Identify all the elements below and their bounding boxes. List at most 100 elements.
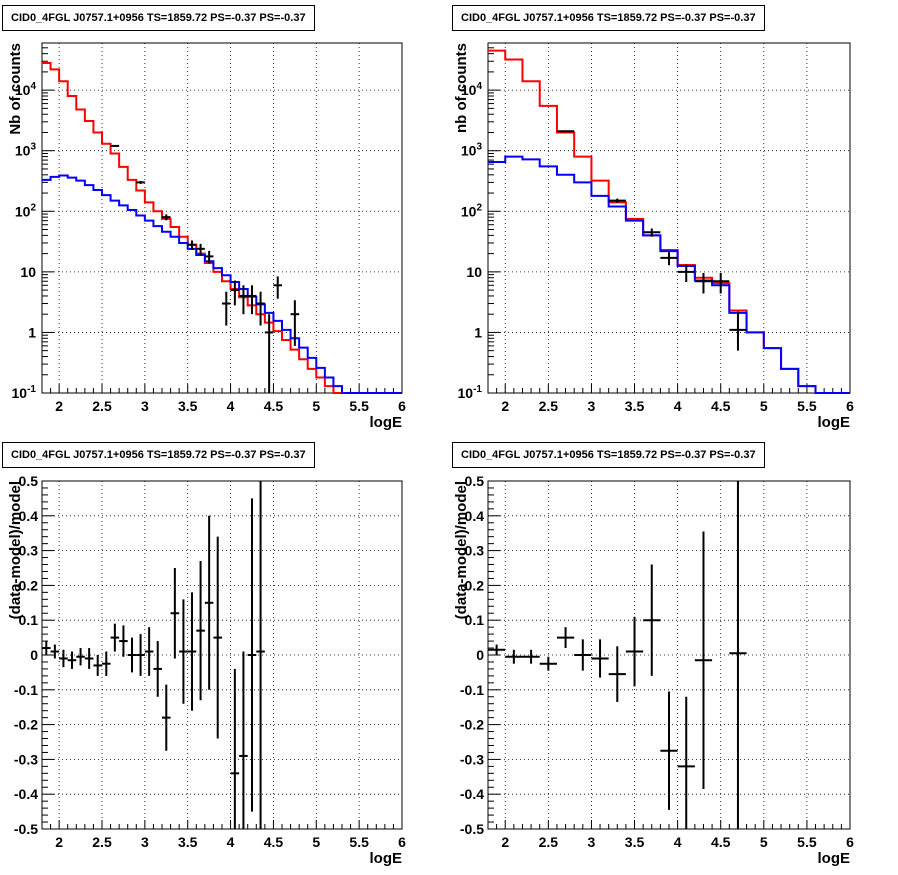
data-point <box>179 599 188 704</box>
x-axis-label: logE <box>818 850 851 867</box>
x-tick-label: 2.5 <box>92 834 112 850</box>
y-tick-label: 0.1 <box>465 612 485 628</box>
data-point <box>153 641 162 697</box>
y-tick-label: -0.1 <box>460 682 484 698</box>
x-tick-label: 2 <box>55 834 63 850</box>
data-point <box>539 656 557 671</box>
x-tick-label: 4.5 <box>711 834 731 850</box>
data-point <box>556 627 575 649</box>
data-point <box>136 634 145 676</box>
x-axis-label: logE <box>370 414 403 431</box>
y-tick-label: -0.4 <box>14 786 38 802</box>
data-point <box>677 696 695 829</box>
data-point <box>505 649 523 664</box>
x-tick-label: 5.5 <box>797 834 817 850</box>
data-point <box>556 130 575 133</box>
data-point <box>643 564 661 676</box>
data-point <box>222 291 231 326</box>
x-tick-label: 2.5 <box>539 398 559 414</box>
x-tick-label: 3.5 <box>178 398 198 414</box>
data-point <box>643 228 661 237</box>
data-point <box>119 625 128 657</box>
x-tick-label: 4.5 <box>264 834 284 850</box>
panel-top-left: 2 2.5 3 3.5 4 4.5 5 5.5 6 10-1 1 10 102 103 104 logE Nb … <box>7 42 406 431</box>
y-tick-label: 1 <box>28 324 36 340</box>
y-tick-label: 0.2 <box>19 577 39 593</box>
y-tick-label: 103 <box>15 142 37 159</box>
data-point <box>729 481 747 829</box>
data-point <box>264 314 274 393</box>
x-tick-label: 3.5 <box>625 834 645 850</box>
y-tick-label: 0.2 <box>465 577 485 593</box>
y-tick-label: 103 <box>461 142 483 159</box>
y-tick-label: 0.1 <box>19 612 39 628</box>
panel-title-bottom-left: CID0_4FGL J0757.1+0956 TS=1859.72 PS=-0.… <box>2 442 315 468</box>
panel-top-right: 2 2.5 3 3.5 4 4.5 5 5.5 6 10-1 1 10 102 103 104 logE nb … <box>453 42 854 431</box>
y-tick-label: 10-1 <box>12 384 37 401</box>
data-point <box>110 144 120 147</box>
y-axis-label: nb of counts <box>453 43 470 133</box>
x-tick-label: 2 <box>501 398 509 414</box>
data-point <box>93 655 102 676</box>
data-point <box>247 285 257 315</box>
series-red-step-line <box>488 49 850 394</box>
data-point <box>230 280 240 306</box>
data-point <box>290 300 300 346</box>
x-tick-label: 5.5 <box>797 398 817 414</box>
x-tick-label: 3 <box>141 398 149 414</box>
data-point <box>110 623 120 652</box>
y-tick-label: -0.4 <box>460 786 484 802</box>
data-point <box>694 272 713 294</box>
x-tick-label: 4 <box>227 398 235 414</box>
data-point <box>187 240 197 250</box>
y-tick-label: 102 <box>15 202 37 219</box>
data-point <box>608 198 626 203</box>
y-axis-label: Nb of counts <box>7 43 24 135</box>
x-axis-label: logE <box>818 414 851 431</box>
data-point <box>204 250 214 264</box>
data-point <box>488 644 506 655</box>
x-tick-label: 4 <box>674 398 682 414</box>
x-tick-label: 6 <box>398 834 406 850</box>
data-point <box>213 536 222 739</box>
x-tick-label: 5.5 <box>349 834 369 850</box>
series-blue-step-line <box>42 174 402 394</box>
y-tick-label: 102 <box>461 202 483 219</box>
x-tick-label: 5 <box>760 398 768 414</box>
data-point <box>162 214 171 221</box>
data-point <box>256 481 265 829</box>
panel-title-bottom-right: CID0_4FGL J0757.1+0956 TS=1859.72 PS=-0.… <box>452 442 765 468</box>
x-axis-label: logE <box>370 850 403 867</box>
y-tick-label: 10 <box>466 264 482 280</box>
data-point <box>204 515 214 690</box>
data-point <box>591 639 609 678</box>
y-axis-label: (data-model)/model <box>453 481 470 619</box>
y-tick-label: 0.5 <box>465 473 485 489</box>
x-tick-label: 2.5 <box>539 834 559 850</box>
y-tick-label: 0 <box>476 647 484 663</box>
data-point <box>76 648 85 666</box>
panel-title-top-left: CID0_4FGL J0757.1+0956 TS=1859.72 PS=-0.… <box>2 5 315 31</box>
y-tick-label: 0.4 <box>465 508 485 524</box>
x-tick-label: 2 <box>55 398 63 414</box>
x-tick-label: 3.5 <box>178 834 198 850</box>
data-point <box>196 243 205 255</box>
y-tick-label: 0.4 <box>19 508 39 524</box>
data-point <box>162 684 171 751</box>
data-point <box>694 531 713 789</box>
plot-frame <box>41 42 403 394</box>
x-tick-label: 6 <box>398 398 406 414</box>
panel-title-top-right: CID0_4FGL J0757.1+0956 TS=1859.72 PS=-0.… <box>452 5 765 31</box>
data-point <box>239 651 248 829</box>
panel-bottom-left: 2 2.5 3 3.5 4 4.5 5 5.5 6 -0.5 -0.4 -0.3 -0.2 -0.1 0 0.… <box>7 473 406 867</box>
y-tick-label: 10-1 <box>458 384 483 401</box>
y-tick-label: 0.5 <box>19 473 39 489</box>
data-point <box>50 644 60 659</box>
data-point <box>608 646 626 702</box>
y-tick-label: -0.1 <box>14 682 38 698</box>
data-point <box>239 285 248 315</box>
x-tick-label: 2 <box>501 834 509 850</box>
data-point <box>256 291 265 326</box>
y-tick-label: -0.2 <box>14 717 38 733</box>
